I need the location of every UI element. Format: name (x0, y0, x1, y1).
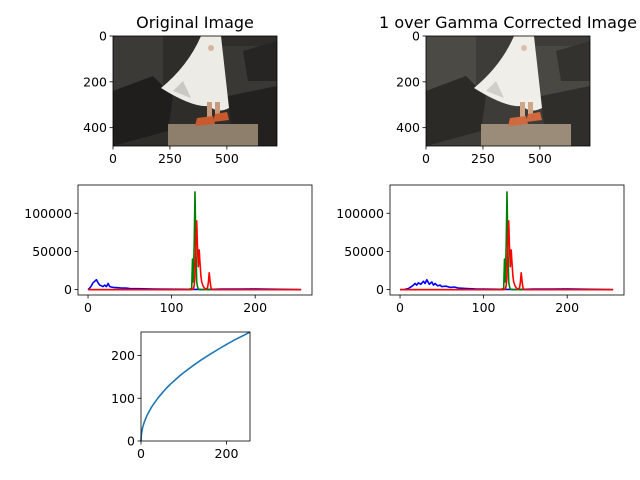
gamma-curve-plot: 0 200 0 100 200 (111, 331, 251, 461)
y-tick-label: 0 (99, 29, 107, 44)
image-axes-gamma: 0 250 500 0 200 400 (396, 29, 591, 166)
histogram-original: 0 100 200 0 50000 100000 (24, 184, 313, 315)
sandal (526, 112, 542, 122)
rock-shape (113, 76, 173, 146)
series-line-ff0000 (400, 220, 614, 291)
histogram-gamma: 0 100 200 0 50000 100000 (336, 184, 625, 315)
x-tick-label: 250 (471, 151, 495, 166)
x-tick-label: 100 (472, 300, 496, 315)
rock-shape (426, 76, 486, 146)
image-panel-original: Original Image 0 250 500 0 200 400 (83, 13, 278, 166)
y-tick-label: 50000 (344, 244, 384, 259)
y-tick-label: 400 (396, 120, 420, 135)
y-tick-label: 0 (127, 434, 135, 449)
panel-title-original: Original Image (136, 13, 254, 32)
series-line-1f77b4 (140, 331, 251, 442)
x-tick-label: 250 (158, 151, 182, 166)
photo-gamma (426, 36, 590, 146)
y-tick-label: 200 (83, 74, 107, 89)
photo-original (113, 36, 277, 146)
y-tick-label: 0 (376, 282, 384, 297)
leg (207, 102, 212, 118)
hand (521, 45, 527, 51)
rock-shape (243, 41, 277, 81)
leg (528, 102, 533, 116)
sandal (508, 116, 528, 126)
x-tick-label: 0 (396, 300, 404, 315)
panel-title-gamma: 1 over Gamma Corrected Image (379, 13, 637, 32)
x-tick-label: 500 (528, 151, 552, 166)
y-tick-label: 50000 (32, 244, 72, 259)
axes-frame (389, 184, 625, 296)
rock-shape (556, 41, 590, 81)
axes-frame (112, 35, 278, 147)
leg (520, 102, 525, 118)
sand-ground (168, 124, 258, 146)
y-tick-label: 400 (83, 120, 107, 135)
sandal (213, 112, 229, 122)
y-tick-label: 100 (111, 391, 135, 406)
x-tick-label: 500 (215, 151, 239, 166)
sandal (195, 116, 215, 126)
leg (215, 102, 220, 116)
sand-ground (481, 124, 571, 146)
image-panel-gamma: 1 over Gamma Corrected Image 0 250 500 0 200… (379, 13, 637, 166)
y-tick-label: 0 (64, 282, 72, 297)
axes-frame (425, 35, 591, 147)
skirt-pleat-shadow (173, 81, 191, 98)
hand (208, 45, 214, 51)
x-tick-label: 200 (555, 300, 579, 315)
x-tick-label: 100 (160, 300, 184, 315)
image-axes-original: 0 250 500 0 200 400 (83, 29, 278, 166)
y-tick-label: 0 (412, 29, 420, 44)
skirt-pleat-shadow (486, 81, 504, 98)
series-line-ff0000 (88, 220, 302, 291)
x-tick-label: 0 (137, 446, 145, 461)
axes-frame (77, 184, 313, 296)
y-tick-label: 100000 (336, 206, 384, 221)
x-tick-label: 200 (243, 300, 267, 315)
x-tick-label: 0 (84, 300, 92, 315)
x-tick-label: 0 (109, 151, 117, 166)
axes-frame (140, 331, 251, 442)
y-tick-label: 200 (111, 348, 135, 363)
x-tick-label: 0 (422, 151, 430, 166)
x-tick-label: 200 (215, 446, 239, 461)
y-tick-label: 200 (396, 74, 420, 89)
y-tick-label: 100000 (24, 206, 72, 221)
